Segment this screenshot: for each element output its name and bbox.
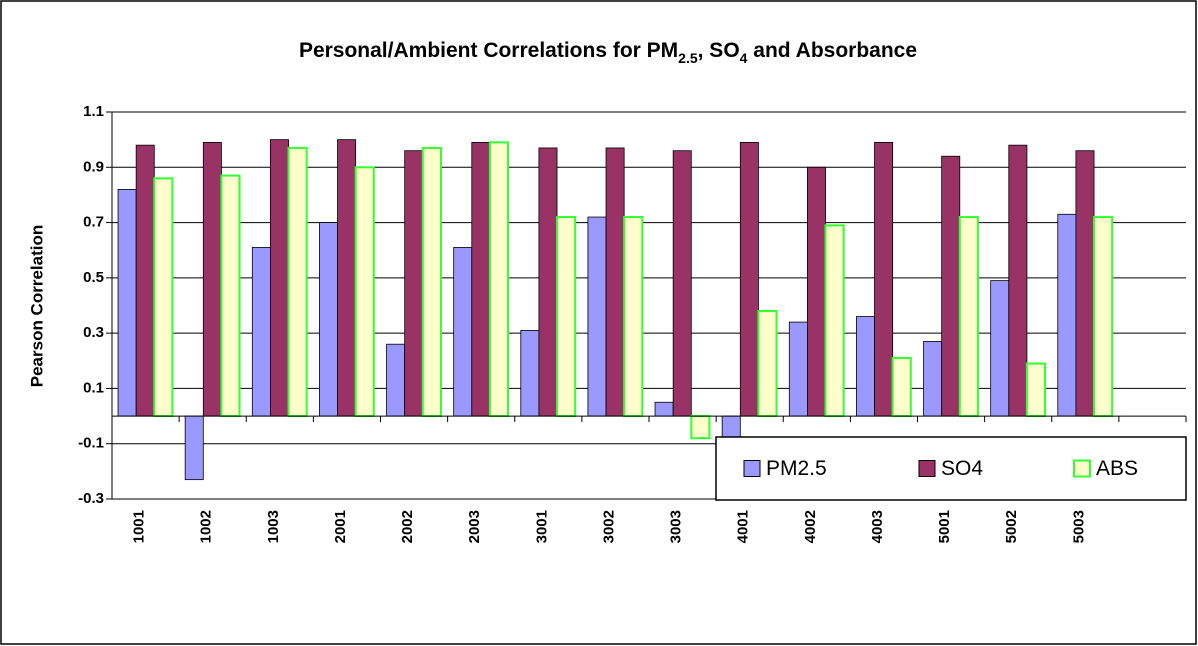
bar xyxy=(471,142,491,417)
y-tick-label: 0.3 xyxy=(83,324,104,341)
bar xyxy=(319,222,338,417)
x-tick-label: 1002 xyxy=(198,510,215,543)
y-tick-label: 0.1 xyxy=(83,379,104,396)
x-tick-label: 4002 xyxy=(802,510,819,543)
bar xyxy=(337,139,357,417)
bar xyxy=(807,166,826,417)
y-tick-label: -0.1 xyxy=(78,435,104,452)
bar xyxy=(488,141,510,418)
bar xyxy=(1057,213,1077,417)
bar xyxy=(135,144,155,417)
bar xyxy=(788,321,808,417)
y-tick-label: 0.5 xyxy=(83,269,104,286)
bar xyxy=(538,147,558,417)
bar xyxy=(672,150,692,417)
bar xyxy=(824,224,845,418)
legend-label: PM2.5 xyxy=(766,457,827,480)
y-tick-label: 0.7 xyxy=(83,214,104,231)
x-tick-label: 3001 xyxy=(533,510,550,543)
legend-label: SO4 xyxy=(941,457,983,480)
bar xyxy=(117,188,137,417)
bar xyxy=(874,142,894,417)
x-tick-label: 3002 xyxy=(600,510,617,543)
bar xyxy=(1093,216,1114,418)
x-tick-label: 1001 xyxy=(131,510,148,543)
bar xyxy=(251,247,271,417)
bar xyxy=(202,142,222,417)
bar xyxy=(354,166,375,418)
bar xyxy=(184,415,204,481)
bar xyxy=(941,155,961,417)
bar xyxy=(654,401,674,417)
bar xyxy=(587,216,607,417)
legend-label: ABS xyxy=(1096,457,1138,480)
x-tick-label: 4003 xyxy=(869,510,886,543)
bar xyxy=(891,357,912,418)
x-tick-label: 1003 xyxy=(265,510,282,543)
x-tick-label: 4001 xyxy=(735,510,752,543)
bar xyxy=(990,280,1010,417)
bar xyxy=(287,146,308,418)
y-tick-label: 1.1 xyxy=(83,103,104,120)
bar xyxy=(270,139,289,417)
x-tick-label: 2002 xyxy=(399,510,416,543)
bar xyxy=(690,415,711,440)
bar xyxy=(923,341,943,417)
bar xyxy=(386,343,406,417)
title-part: 2.5 xyxy=(678,50,698,66)
y-tick-label: 0.9 xyxy=(83,158,104,175)
bar xyxy=(1075,150,1095,417)
bar xyxy=(958,216,979,418)
x-tick-label: 5002 xyxy=(1003,510,1020,543)
bar xyxy=(623,216,644,418)
title-part: 4 xyxy=(740,50,748,66)
bar xyxy=(421,146,442,418)
legend-box xyxy=(715,436,1187,501)
x-tick-label: 2001 xyxy=(332,510,349,543)
bar xyxy=(404,150,424,417)
x-tick-label: 3003 xyxy=(668,510,685,543)
bar xyxy=(453,247,473,417)
y-axis-label: Pearson Correlation xyxy=(27,225,46,388)
x-tick-label: 2003 xyxy=(466,510,483,543)
bar xyxy=(1025,362,1047,418)
legend-swatch xyxy=(918,460,936,477)
bar xyxy=(153,177,174,418)
bar xyxy=(605,147,625,417)
title-part: and Absorbance xyxy=(747,39,917,62)
bar xyxy=(739,142,759,417)
x-tick-label: 5001 xyxy=(936,510,953,543)
bar xyxy=(1008,144,1028,417)
title-part: , SO xyxy=(698,39,740,62)
bar xyxy=(220,174,241,418)
title-part: Personal/Ambient Correlations for PM xyxy=(299,39,678,62)
bar xyxy=(757,310,778,418)
legend-swatch xyxy=(1073,459,1091,478)
chart-title: Personal/Ambient Correlations for PM2.5,… xyxy=(299,39,917,66)
x-tick-label: 5003 xyxy=(1070,510,1087,543)
bar xyxy=(520,329,540,417)
bar xyxy=(556,216,577,418)
y-tick-label: -0.3 xyxy=(78,490,104,507)
legend-swatch xyxy=(743,460,761,477)
bar xyxy=(856,316,875,417)
